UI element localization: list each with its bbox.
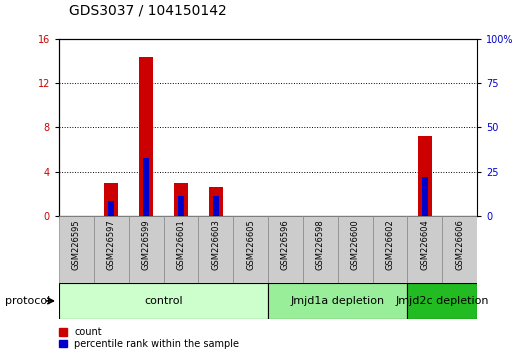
Bar — [199, 216, 233, 283]
Bar — [268, 283, 407, 319]
Bar — [94, 216, 129, 283]
Text: GSM226595: GSM226595 — [72, 219, 81, 270]
Bar — [372, 216, 407, 283]
Bar — [418, 136, 432, 216]
Bar — [268, 216, 303, 283]
Bar — [442, 216, 477, 283]
Text: Jmjd1a depletion: Jmjd1a depletion — [291, 296, 385, 306]
Text: GSM226604: GSM226604 — [420, 219, 429, 270]
Text: control: control — [144, 296, 183, 306]
Bar — [59, 283, 268, 319]
Text: Jmjd2c depletion: Jmjd2c depletion — [396, 296, 489, 306]
Bar — [407, 283, 477, 319]
Bar — [139, 57, 153, 216]
Text: protocol: protocol — [5, 296, 50, 306]
Bar — [407, 216, 442, 283]
Legend: count, percentile rank within the sample: count, percentile rank within the sample — [58, 327, 239, 349]
Bar — [338, 216, 372, 283]
Bar — [129, 216, 164, 283]
Text: GSM226596: GSM226596 — [281, 219, 290, 270]
Bar — [108, 201, 114, 216]
Bar — [174, 183, 188, 216]
Bar — [164, 216, 199, 283]
Text: GSM226602: GSM226602 — [385, 219, 394, 270]
Text: GDS3037 / 104150142: GDS3037 / 104150142 — [69, 4, 227, 18]
Bar — [104, 183, 118, 216]
Bar — [143, 158, 149, 216]
Bar — [209, 187, 223, 216]
Text: GSM226605: GSM226605 — [246, 219, 255, 270]
Text: GSM226606: GSM226606 — [455, 219, 464, 270]
Bar — [303, 216, 338, 283]
Text: GSM226603: GSM226603 — [211, 219, 220, 270]
Bar — [178, 196, 184, 216]
Text: GSM226597: GSM226597 — [107, 219, 116, 270]
Text: GSM226598: GSM226598 — [316, 219, 325, 270]
Text: GSM226601: GSM226601 — [176, 219, 185, 270]
Text: GSM226600: GSM226600 — [351, 219, 360, 270]
Bar — [59, 216, 94, 283]
Bar — [213, 196, 219, 216]
Bar — [233, 216, 268, 283]
Bar — [422, 177, 428, 216]
Text: GSM226599: GSM226599 — [142, 219, 151, 270]
